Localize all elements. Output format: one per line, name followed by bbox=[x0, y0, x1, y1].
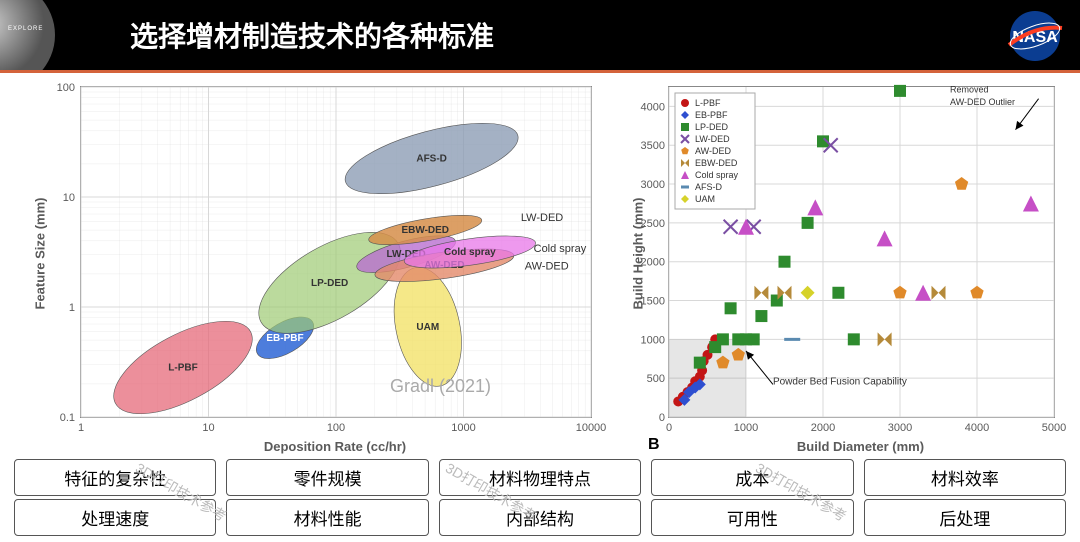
criteria-零件规模[interactable]: 零件规模 bbox=[226, 459, 428, 496]
svg-text:LP-DED: LP-DED bbox=[311, 278, 348, 289]
svg-text:Cold spray: Cold spray bbox=[444, 247, 496, 258]
svg-text:10: 10 bbox=[202, 422, 214, 434]
svg-text:4000: 4000 bbox=[965, 422, 989, 434]
svg-text:4000: 4000 bbox=[641, 101, 665, 113]
left-xlabel: Deposition Rate (cc/hr) bbox=[80, 439, 590, 454]
svg-text:2500: 2500 bbox=[641, 218, 665, 230]
svg-text:EBW-DED: EBW-DED bbox=[401, 225, 449, 236]
svg-text:L-PBF: L-PBF bbox=[695, 98, 721, 108]
criteria-处理速度[interactable]: 处理速度 bbox=[14, 499, 216, 536]
svg-text:3000: 3000 bbox=[888, 422, 912, 434]
svg-text:0: 0 bbox=[659, 412, 665, 424]
svg-text:AW-DED: AW-DED bbox=[695, 146, 732, 156]
svg-text:Cold spray: Cold spray bbox=[695, 170, 739, 180]
criteria-row-1: 特征的复杂性零件规模材料物理特点成本材料效率 bbox=[14, 459, 1066, 496]
svg-text:AW-DED Outlier: AW-DED Outlier bbox=[950, 97, 1015, 107]
svg-text:EB-PBF: EB-PBF bbox=[695, 110, 728, 120]
svg-text:0.1: 0.1 bbox=[60, 412, 75, 424]
criteria-可用性[interactable]: 可用性 bbox=[651, 499, 853, 536]
svg-text:10000: 10000 bbox=[576, 422, 607, 434]
svg-text:500: 500 bbox=[647, 373, 665, 385]
svg-text:2000: 2000 bbox=[811, 422, 835, 434]
svg-text:EB-PBF: EB-PBF bbox=[266, 333, 303, 344]
criteria-成本[interactable]: 成本 bbox=[651, 459, 853, 496]
explore-text: EXPLORE bbox=[8, 26, 43, 32]
svg-text:3000: 3000 bbox=[641, 179, 665, 191]
left-plot-area: 1101001000100000.1110100L-PBFEB-PBFLP-DE… bbox=[80, 86, 592, 418]
svg-text:1: 1 bbox=[78, 422, 84, 434]
svg-text:Removed: Removed bbox=[950, 84, 989, 94]
svg-text:AFS-D: AFS-D bbox=[416, 154, 447, 165]
criteria-材料效率[interactable]: 材料效率 bbox=[864, 459, 1066, 496]
svg-text:0: 0 bbox=[666, 422, 672, 434]
svg-text:2000: 2000 bbox=[641, 257, 665, 269]
criteria-row-2: 处理速度材料性能内部结构可用性后处理 bbox=[14, 499, 1066, 536]
svg-text:3500: 3500 bbox=[641, 140, 665, 152]
left-ylabel: Feature Size (mm) bbox=[33, 194, 48, 314]
chart-build-dimensions: Build Height (mm) Build Diameter (mm) 01… bbox=[618, 76, 1068, 456]
svg-text:LP-DED: LP-DED bbox=[695, 122, 729, 132]
svg-text:1000: 1000 bbox=[641, 334, 665, 346]
panel-label-b: B bbox=[648, 436, 660, 454]
criteria-材料性能[interactable]: 材料性能 bbox=[226, 499, 428, 536]
svg-text:1: 1 bbox=[69, 302, 75, 314]
svg-text:1000: 1000 bbox=[734, 422, 758, 434]
svg-text:UAM: UAM bbox=[695, 194, 715, 204]
slide-title: 选择增材制造技术的各种标准 bbox=[130, 15, 494, 55]
svg-text:LW-DED: LW-DED bbox=[521, 212, 563, 224]
svg-text:100: 100 bbox=[327, 422, 345, 434]
svg-text:1000: 1000 bbox=[451, 422, 475, 434]
svg-text:LW-DED: LW-DED bbox=[695, 134, 730, 144]
svg-text:AFS-D: AFS-D bbox=[695, 182, 723, 192]
right-xlabel: Build Diameter (mm) bbox=[668, 439, 1053, 454]
svg-text:Powder Bed Fusion Capability: Powder Bed Fusion Capability bbox=[773, 376, 907, 387]
chart-deposition-vs-feature: Feature Size (mm) Deposition Rate (cc/hr… bbox=[10, 76, 610, 456]
criteria-材料物理特点[interactable]: 材料物理特点 bbox=[439, 459, 641, 496]
svg-text:1500: 1500 bbox=[641, 296, 665, 308]
citation: Gradl (2021) bbox=[390, 376, 491, 397]
slide-header: EXPLORE 选择增材制造技术的各种标准 NASA bbox=[0, 0, 1080, 70]
svg-text:5000: 5000 bbox=[1042, 422, 1066, 434]
svg-text:100: 100 bbox=[57, 82, 75, 94]
content-row: Feature Size (mm) Deposition Rate (cc/hr… bbox=[0, 76, 1080, 466]
criteria-后处理[interactable]: 后处理 bbox=[864, 499, 1066, 536]
criteria-特征的复杂性[interactable]: 特征的复杂性 bbox=[14, 459, 216, 496]
svg-text:L-PBF: L-PBF bbox=[168, 363, 197, 374]
nasa-logo: NASA bbox=[1004, 10, 1066, 62]
right-plot-area: 0100020003000400050000500100015002000250… bbox=[668, 86, 1055, 418]
header-accent-line bbox=[0, 70, 1080, 73]
criteria-内部结构[interactable]: 内部结构 bbox=[439, 499, 641, 536]
svg-text:10: 10 bbox=[63, 192, 75, 204]
explore-moon-logo: EXPLORE bbox=[0, 0, 70, 70]
svg-text:Cold spray: Cold spray bbox=[534, 243, 587, 255]
svg-text:UAM: UAM bbox=[416, 322, 439, 333]
svg-text:EBW-DED: EBW-DED bbox=[695, 158, 738, 168]
svg-text:AW-DED: AW-DED bbox=[525, 261, 569, 273]
